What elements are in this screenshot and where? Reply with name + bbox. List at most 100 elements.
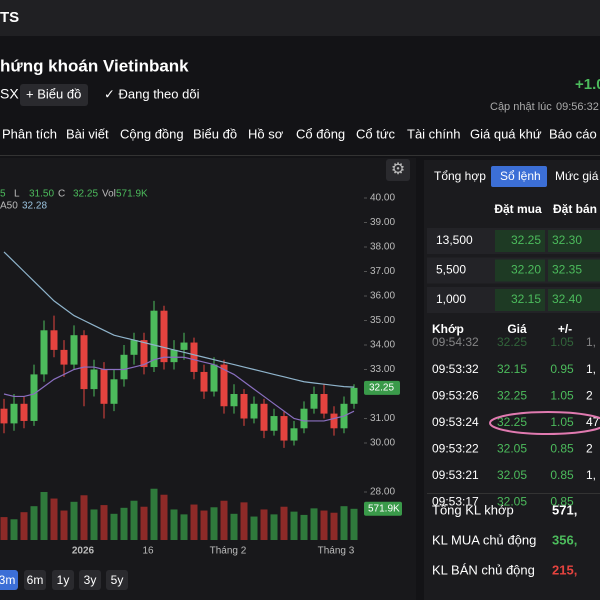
trade-cell: 32.05 <box>497 468 527 482</box>
candle-body <box>160 310 168 363</box>
book-tab[interactable]: Tổng hợp <box>434 169 486 183</box>
settings-button[interactable] <box>386 159 410 181</box>
candle-body <box>320 394 328 414</box>
ask-header: Đặt bán <box>553 202 597 216</box>
volume-bar <box>60 510 68 540</box>
ask-cell <box>548 230 600 252</box>
range-button-bg[interactable] <box>52 570 74 590</box>
candle-body <box>90 369 98 390</box>
price-tag-label: 32.25 <box>369 383 394 394</box>
volume-bar <box>50 498 58 540</box>
nav-tab[interactable]: Hồ sơ <box>248 126 284 141</box>
bid-price: 32.20 <box>511 263 541 277</box>
trade-cell: 09:54:32 <box>432 335 479 349</box>
updated-time: 09:56:32 | <box>556 101 600 113</box>
summary-value: 356, <box>552 532 577 547</box>
book-tab[interactable]: Mức giá <box>555 169 599 183</box>
moving-average <box>3 356 355 422</box>
candle-body <box>300 408 308 429</box>
candle-body <box>100 369 108 404</box>
book-tab[interactable]: Sổ lệnh <box>500 169 541 183</box>
trade-cell: 1, <box>586 335 596 349</box>
chart-button[interactable]: + Biểu đồ <box>26 86 81 101</box>
y-tick-label: 35.00 <box>370 315 395 326</box>
candle-body <box>140 340 148 368</box>
volume-bar <box>290 511 298 540</box>
volume-bar <box>30 506 38 540</box>
trade-header: Khớp <box>432 322 464 336</box>
volume-tag <box>364 501 402 516</box>
gear-icon: ⚙ <box>391 161 405 178</box>
ohlc-legend: L <box>14 189 20 200</box>
ohlc-legend: C <box>58 189 65 200</box>
follow-button[interactable]: ✓ Đang theo dõi <box>104 86 200 101</box>
summary-label: KL BÁN chủ động <box>432 562 535 577</box>
trade-cell: 0.85 <box>550 468 574 482</box>
volume-bar <box>260 509 268 540</box>
nav-tab[interactable]: Cộng đồng <box>120 126 184 141</box>
summary-label: Tổng KL khớp <box>432 502 514 517</box>
bid-price: 32.25 <box>511 233 541 247</box>
nav-tab[interactable]: Bài viết <box>66 126 109 141</box>
nav-tab[interactable]: Cổ đông <box>296 126 345 141</box>
volume-bar <box>110 513 118 540</box>
candle-body <box>180 342 188 350</box>
y-tick-label: 34.00 <box>370 340 395 351</box>
candle-body <box>210 364 218 392</box>
volume-bar <box>180 514 188 540</box>
candle-body <box>240 394 248 419</box>
range-button[interactable]: 1y <box>57 573 70 587</box>
ask-price: 32.35 <box>552 263 582 277</box>
candle-body <box>220 364 228 407</box>
range-button[interactable]: 6m <box>27 573 44 587</box>
tab-divider <box>0 155 600 156</box>
volume-bar <box>220 500 228 540</box>
ohlc-legend: Vol <box>102 189 116 200</box>
ma-legend-value: 32.28 <box>22 201 47 212</box>
volume-bar <box>120 507 128 540</box>
candle-body <box>190 342 198 372</box>
nav-tab[interactable]: Báo cáo <box>549 126 597 141</box>
trade-cell: 2 <box>586 389 593 403</box>
nav-tab[interactable]: Giá quá khứ <box>470 126 542 141</box>
range-button-bg[interactable] <box>0 570 18 590</box>
candle-body <box>120 354 128 380</box>
trade-cell: 1.05 <box>550 389 574 403</box>
exchange: SX <box>0 86 19 102</box>
range-button[interactable]: 3y <box>84 573 97 587</box>
range-button-bg[interactable] <box>106 570 128 590</box>
ma-legend: A50 <box>0 201 18 212</box>
trade-cell: 0.85 <box>550 495 574 509</box>
nav-tab[interactable]: Cổ tức <box>356 126 396 141</box>
trade-cell: 09:53:21 <box>432 468 479 482</box>
y-tick-label: 36.00 <box>370 291 395 302</box>
volume-bar <box>10 519 18 540</box>
volume-bar <box>90 509 98 540</box>
active-tab-bg[interactable] <box>491 166 547 187</box>
volume-tag-label: 571.9K <box>368 503 400 514</box>
candle-body <box>110 379 118 404</box>
range-button[interactable]: 3m <box>0 573 15 587</box>
candle-body <box>330 413 338 429</box>
volume-bar <box>0 517 8 540</box>
range-button[interactable]: 5y <box>111 573 124 587</box>
range-button-bg[interactable] <box>24 570 46 590</box>
y-tick-label: 31.00 <box>370 413 395 424</box>
volume-bar <box>70 501 78 540</box>
trade-cell: 1, <box>586 468 596 482</box>
range-button-bg[interactable] <box>79 570 101 590</box>
candle-body <box>0 408 8 424</box>
top-bar <box>0 0 600 36</box>
nav-tab[interactable]: Tài chính <box>407 126 460 141</box>
ask-price: 32.30 <box>552 233 582 247</box>
y-tick-label: 39.00 <box>370 217 395 228</box>
nav-tab[interactable]: Biểu đồ <box>193 126 237 141</box>
candle-body <box>50 330 58 350</box>
trade-cell: 09:53:17 <box>432 495 479 509</box>
chart-button-bg[interactable] <box>20 84 88 106</box>
nav-tab[interactable]: Phân tích <box>2 126 57 141</box>
trade-cell: 2 <box>586 442 593 456</box>
trade-header: +/- <box>558 322 572 336</box>
